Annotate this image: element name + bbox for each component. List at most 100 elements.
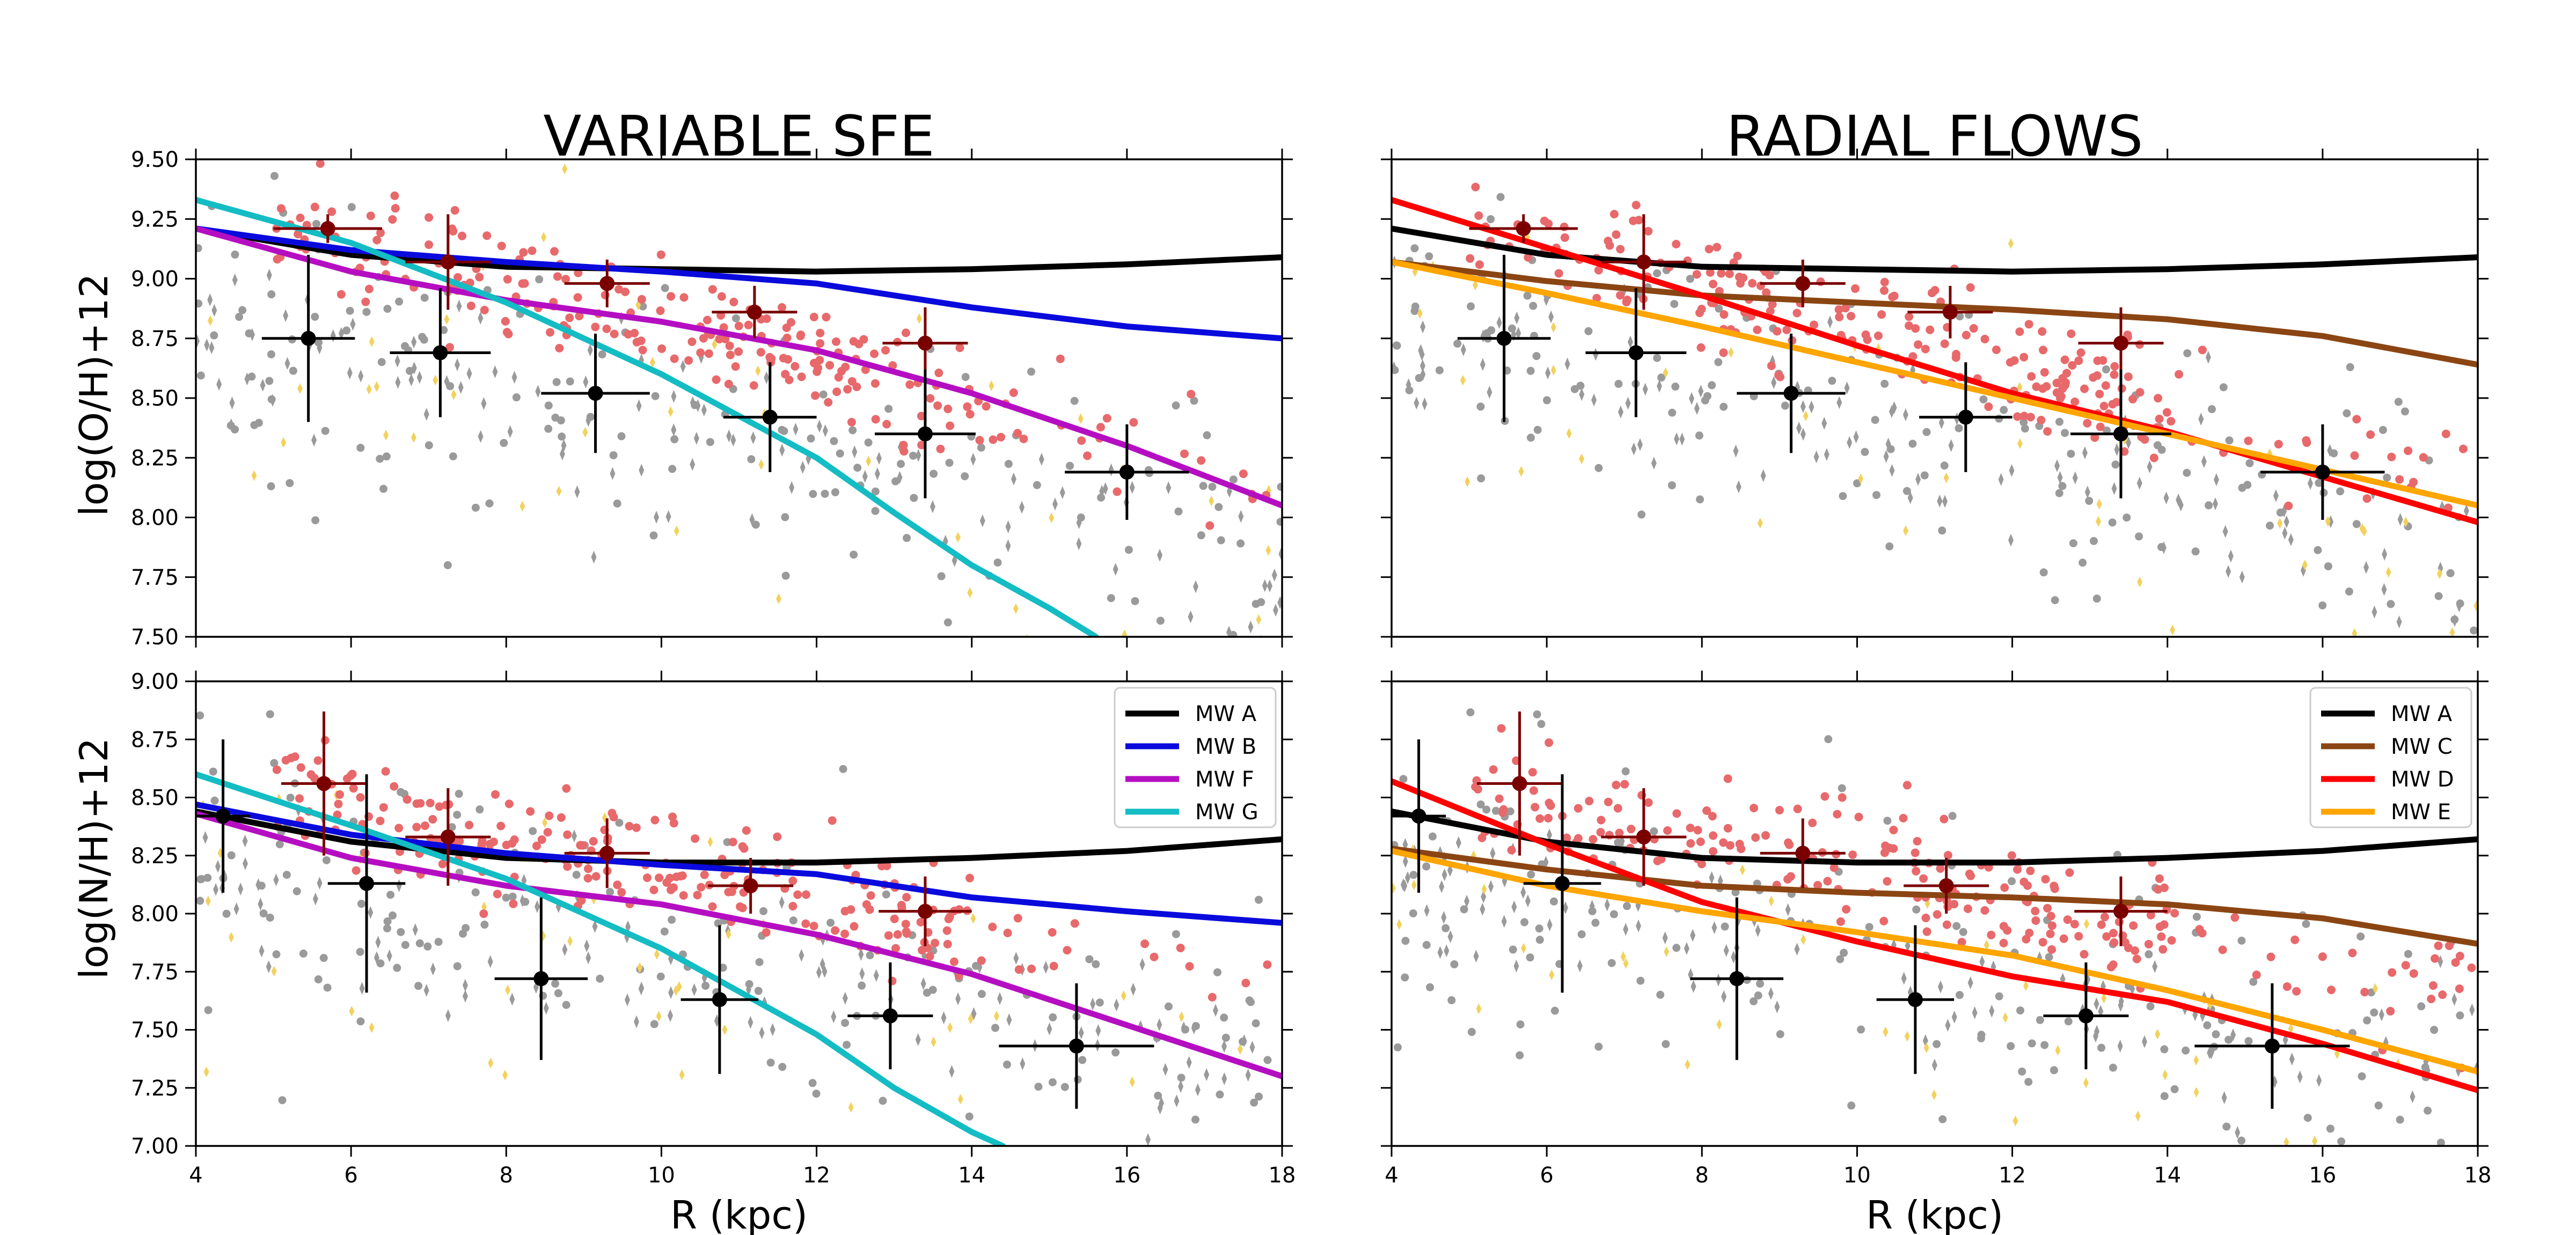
obs-point-grey bbox=[2396, 1115, 2404, 1124]
obs-diamond-grey bbox=[1422, 397, 1428, 410]
obs-point-grey bbox=[2146, 1002, 2155, 1011]
obs-point-red bbox=[1545, 738, 1554, 747]
obs-point-red bbox=[390, 782, 399, 791]
obs-diamond-grey bbox=[1721, 990, 1727, 1003]
obs-point-grey bbox=[2182, 1046, 2190, 1055]
obs-point-grey bbox=[937, 572, 946, 580]
obs-point-grey bbox=[1107, 594, 1115, 602]
obs-diamond-grey bbox=[1813, 450, 1819, 464]
obs-diamond-grey bbox=[668, 986, 674, 999]
obs-point-grey bbox=[382, 452, 391, 461]
binned-red-point bbox=[747, 304, 762, 320]
obs-point-grey bbox=[1912, 905, 1921, 914]
obs-point-grey bbox=[2379, 425, 2387, 434]
obs-point-grey bbox=[778, 1063, 787, 1071]
obs-point-red bbox=[613, 880, 622, 890]
obs-point-red bbox=[2302, 436, 2311, 445]
obs-point-red bbox=[831, 926, 840, 935]
obs-diamond-grey bbox=[1800, 428, 1806, 441]
obs-diamond-grey bbox=[1593, 348, 1599, 361]
obs-point-grey bbox=[562, 1001, 570, 1009]
x-tick-label: 14 bbox=[2154, 1163, 2181, 1188]
obs-point-red bbox=[491, 790, 500, 799]
obs-diamond-yellow bbox=[1620, 951, 1626, 962]
obs-point-grey bbox=[502, 893, 510, 902]
obs-point-grey bbox=[754, 987, 763, 995]
y-tick-label: 7.50 bbox=[131, 1018, 179, 1043]
obs-diamond-grey bbox=[1563, 901, 1569, 915]
obs-diamond-grey bbox=[1157, 1018, 1162, 1032]
obs-diamond-yellow bbox=[2137, 576, 2143, 587]
panel-sfe_oh: 7.507.758.008.258.508.759.009.259.50 bbox=[131, 148, 1293, 650]
obs-diamond-grey bbox=[1464, 894, 1470, 908]
obs-diamond-grey bbox=[1967, 976, 1973, 989]
obs-point-grey bbox=[292, 887, 301, 895]
obs-point-grey bbox=[1695, 431, 1703, 440]
obs-point-red bbox=[577, 896, 586, 905]
obs-diamond-grey bbox=[478, 430, 484, 443]
obs-point-grey bbox=[1085, 955, 1094, 964]
obs-diamond-grey bbox=[2212, 497, 2218, 510]
obs-point-red bbox=[862, 900, 871, 909]
obs-diamond-grey bbox=[941, 1011, 947, 1025]
obs-diamond-grey bbox=[1102, 482, 1108, 495]
obs-point-grey bbox=[222, 909, 231, 918]
obs-point-grey bbox=[993, 558, 1002, 567]
obs-point-grey bbox=[1425, 252, 1433, 261]
obs-point-red bbox=[708, 902, 717, 911]
obs-point-red bbox=[2019, 411, 2029, 421]
obs-diamond-grey bbox=[842, 991, 848, 1005]
obs-point-grey bbox=[1637, 510, 1646, 519]
obs-diamond-grey bbox=[665, 510, 671, 524]
obs-point-grey bbox=[418, 333, 427, 341]
obs-point-grey bbox=[311, 516, 320, 525]
obs-diamond-grey bbox=[873, 969, 879, 982]
obs-diamond-grey bbox=[1043, 961, 1049, 974]
obs-point-red bbox=[1692, 270, 1701, 279]
obs-point-red bbox=[1879, 286, 1889, 295]
obs-point-red bbox=[841, 362, 850, 371]
obs-point-red bbox=[425, 213, 434, 222]
obs-diamond-yellow bbox=[2359, 523, 2365, 534]
obs-point-red bbox=[1874, 331, 1883, 340]
obs-point-grey bbox=[1880, 379, 1889, 388]
obs-diamond-grey bbox=[196, 334, 200, 348]
obs-point-grey bbox=[2145, 950, 2153, 959]
obs-diamond-grey bbox=[2372, 605, 2377, 619]
obs-point-red bbox=[734, 321, 743, 330]
obs-point-red bbox=[520, 279, 529, 288]
obs-point-red bbox=[1543, 814, 1553, 823]
obs-point-grey bbox=[1254, 895, 1263, 904]
obs-point-grey bbox=[551, 980, 560, 988]
obs-point-grey bbox=[1236, 539, 1245, 548]
obs-point-grey bbox=[2205, 501, 2213, 510]
obs-diamond-yellow bbox=[649, 357, 655, 368]
obs-point-grey bbox=[596, 974, 604, 983]
col-title-left: VARIABLE SFE bbox=[543, 104, 934, 169]
obs-point-red bbox=[625, 821, 634, 830]
obs-point-red bbox=[1562, 833, 1571, 842]
obs-diamond-grey bbox=[1711, 921, 1717, 935]
obs-point-red bbox=[982, 402, 991, 411]
obs-diamond-grey bbox=[574, 485, 580, 498]
binned-dark-point bbox=[1729, 971, 1745, 987]
obs-diamond-grey bbox=[1771, 376, 1777, 389]
obs-point-grey bbox=[203, 873, 212, 882]
obs-diamond-yellow bbox=[1931, 1089, 1937, 1100]
y-tick-label: 9.50 bbox=[131, 148, 179, 172]
obs-diamond-grey bbox=[1891, 401, 1897, 414]
obs-diamond-grey bbox=[350, 318, 356, 331]
obs-point-grey bbox=[1636, 976, 1645, 985]
obs-point-red bbox=[902, 927, 911, 936]
obs-diamond-yellow bbox=[2288, 1023, 2294, 1034]
obs-point-grey bbox=[529, 827, 537, 835]
obs-diamond-grey bbox=[511, 371, 517, 384]
obs-point-grey bbox=[2302, 920, 2310, 928]
obs-diamond-grey bbox=[2111, 482, 2117, 495]
obs-point-red bbox=[296, 763, 305, 772]
obs-point-red bbox=[313, 756, 323, 765]
obs-point-grey bbox=[235, 313, 244, 321]
obs-point-grey bbox=[1533, 710, 1541, 719]
obs-diamond-yellow bbox=[567, 936, 573, 947]
obs-point-red bbox=[2110, 362, 2119, 371]
